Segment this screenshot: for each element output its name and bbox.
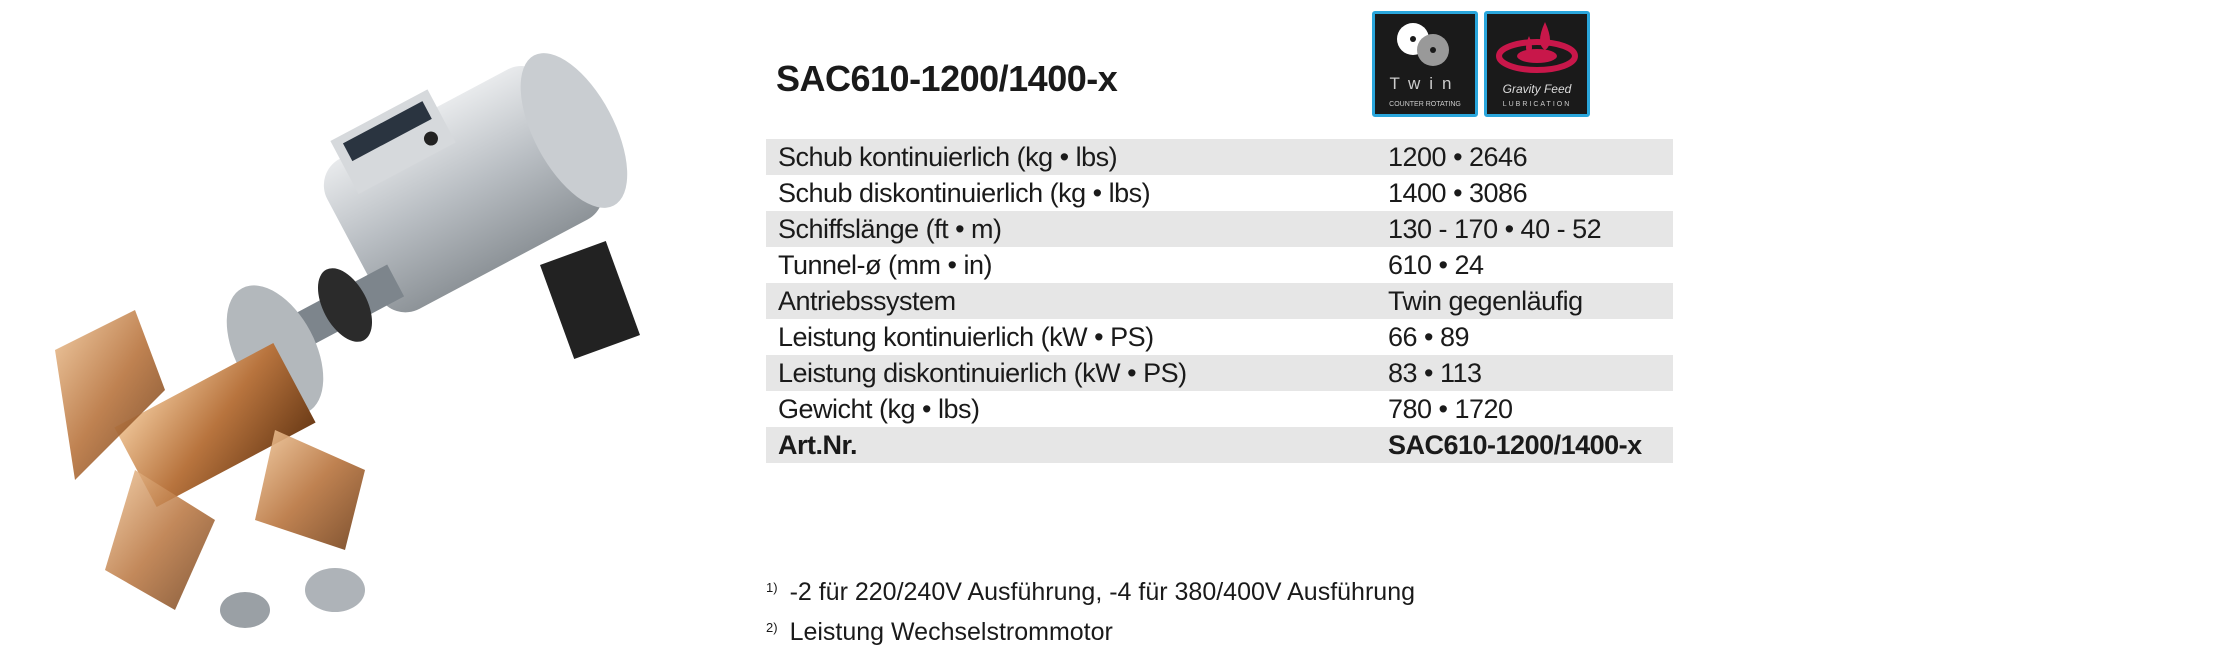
table-row: Schub diskontinuierlich (kg • lbs) 1400 •… <box>766 175 1673 211</box>
twin-counter-rotating-logo: Twin COUNTER ROTATING <box>1372 11 1478 117</box>
spec-label: Antriebssystem <box>778 286 956 316</box>
page-title: SAC610-1200/1400-x <box>776 58 1118 99</box>
spec-label: Tunnel-ø (mm • in) <box>778 250 992 280</box>
spec-value: 66 • 89 <box>1388 322 1470 352</box>
table-row: Leistung diskontinuierlich (kW • PS) 83 •… <box>766 355 1673 391</box>
spec-value: 1400 • 3086 <box>1388 178 1528 208</box>
spec-label: Schub diskontinuierlich (kg • lbs) <box>778 178 1151 208</box>
feature-logos: Twin COUNTER ROTATING Gravity Feed LUBRI… <box>1372 11 1590 117</box>
footnote: 1) -2 für 220/240V Ausführung, -4 für 380… <box>766 578 1416 606</box>
specifications-table: Schub kontinuierlich (kg • lbs) 1200 • 26… <box>766 139 1673 463</box>
spec-label: Art.Nr. <box>778 430 858 460</box>
spec-label: Leistung kontinuierlich (kW • PS) <box>778 322 1154 352</box>
table-row: Tunnel-ø (mm • in) 610 • 24 <box>766 247 1673 283</box>
thruster-product-image <box>55 53 640 628</box>
spec-value: 780 • 1720 <box>1388 394 1513 424</box>
oil-drop-icon <box>1496 22 1578 73</box>
spec-label: Schub kontinuierlich (kg • lbs) <box>778 142 1118 172</box>
spec-label: Schiffslänge (ft • m) <box>778 214 1002 244</box>
footnotes: 1) -2 für 220/240V Ausführung, -4 für 380… <box>766 570 1415 650</box>
spec-value: SAC610-1200/1400-x <box>1388 430 1642 460</box>
spec-label: Gewicht (kg • lbs) <box>778 394 980 424</box>
spec-value: 610 • 24 <box>1388 250 1484 280</box>
article-number-row: Art.Nr. SAC610-1200/1400-x <box>766 427 1673 463</box>
twin-propeller-icon <box>1397 23 1449 66</box>
table-row: Gewicht (kg • lbs) 780 • 1720 <box>766 391 1673 427</box>
gravity-feed-logo: Gravity Feed LUBRICATION <box>1484 11 1590 117</box>
table-row: Antriebssystem Twin gegenläufig <box>766 283 1673 319</box>
table-row: Schub kontinuierlich (kg • lbs) 1200 • 26… <box>766 139 1673 175</box>
spec-value: 1200 • 2646 <box>1388 142 1528 172</box>
table-row: Schiffslänge (ft • m) 130 - 170 • 40 - 52 <box>766 211 1673 247</box>
footnote: 2) Leistung Wechselstrommotor <box>766 618 1113 646</box>
spec-value: 83 • 113 <box>1388 358 1482 388</box>
spec-value: 130 - 170 • 40 - 52 <box>1388 214 1602 244</box>
table-row: Leistung kontinuierlich (kW • PS) 66 • 89 <box>766 319 1673 355</box>
spec-label: Leistung diskontinuierlich (kW • PS) <box>778 358 1187 388</box>
spec-value: Twin gegenläufig <box>1388 286 1583 316</box>
